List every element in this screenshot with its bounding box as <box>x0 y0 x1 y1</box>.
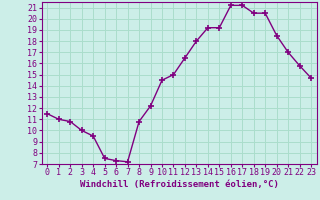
X-axis label: Windchill (Refroidissement éolien,°C): Windchill (Refroidissement éolien,°C) <box>80 180 279 189</box>
